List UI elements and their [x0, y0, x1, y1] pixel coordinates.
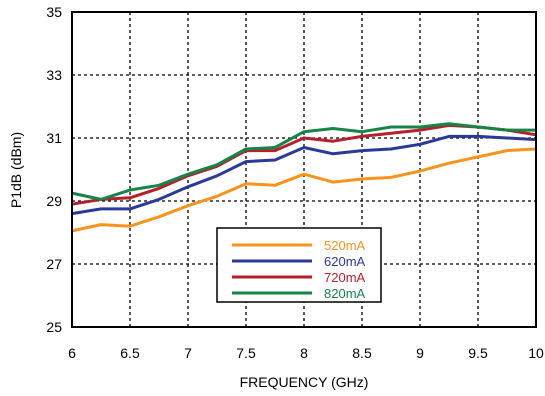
- x-tick-label: 6: [68, 345, 76, 361]
- x-tick-label: 6.5: [120, 345, 140, 361]
- y-tick-label: 25: [46, 319, 62, 335]
- y-tick-label: 31: [46, 130, 62, 146]
- x-tick-label: 10: [528, 345, 544, 361]
- series-line-520mA: [71, 147, 537, 233]
- y-axis-title: P1dB (dBm): [8, 132, 24, 208]
- y-tick-label: 33: [46, 67, 62, 83]
- x-tick-label: 8.5: [352, 345, 372, 361]
- x-axis-title: FREQUENCY (GHz): [240, 374, 369, 390]
- y-tick-labels: 25 27 29 31 33 35: [46, 4, 62, 335]
- plot-frame: [71, 11, 537, 328]
- legend-box: [216, 227, 382, 303]
- x-tick-labels: 6 6.5 7 7.5 8 8.5 9 9.5 10: [68, 345, 544, 361]
- x-tick-label: 8: [300, 345, 308, 361]
- x-tick-label: 9.5: [468, 345, 488, 361]
- x-tick-label: 7: [184, 345, 192, 361]
- legend-label: 720mA: [324, 270, 366, 285]
- series-line-620mA: [71, 134, 537, 216]
- legend-label: 820mA: [324, 286, 366, 301]
- series-lines: [71, 122, 537, 233]
- legend-label: 520mA: [324, 238, 366, 253]
- x-tick-label: 9: [416, 345, 424, 361]
- series-line-820mA: [71, 122, 536, 201]
- grid-lines: [72, 12, 536, 327]
- x-tick-label: 7.5: [236, 345, 256, 361]
- y-tick-label: 29: [46, 193, 62, 209]
- legend-label: 620mA: [324, 254, 366, 269]
- y-tick-label: 27: [46, 256, 62, 272]
- y-tick-label: 35: [46, 4, 62, 20]
